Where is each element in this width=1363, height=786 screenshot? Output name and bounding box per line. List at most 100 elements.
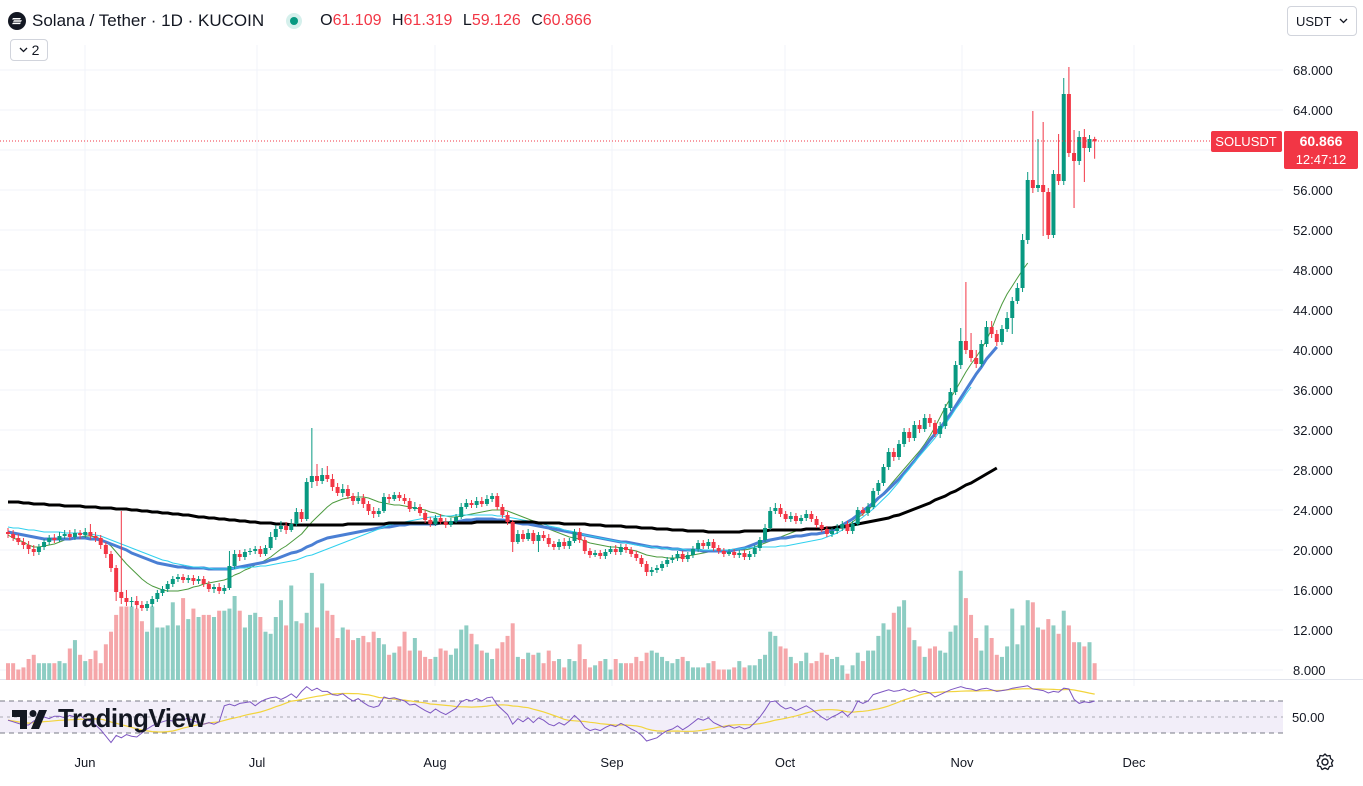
candle-body [165, 584, 170, 589]
candle-body [721, 551, 726, 554]
candle-body [866, 507, 871, 513]
volume-bar [222, 610, 227, 680]
candle-body [809, 514, 814, 519]
price-tick-label: 40.000 [1293, 343, 1333, 358]
volume-bar [613, 659, 618, 680]
volume-bar [757, 659, 762, 680]
candle-body [891, 452, 896, 457]
candle-body [521, 534, 525, 539]
volume-bar [387, 654, 392, 680]
price-tick-label: 32.000 [1293, 423, 1333, 438]
candle-body [438, 518, 443, 522]
candle-body [345, 489, 350, 496]
volume-bar [6, 663, 10, 680]
candle-body [536, 535, 541, 541]
candle-body [490, 496, 495, 499]
candle-body [963, 341, 968, 350]
candle-body [793, 516, 798, 521]
candle-body [72, 533, 77, 537]
volume-bar [927, 648, 932, 680]
volume-bar [459, 629, 464, 680]
candle-body [263, 548, 268, 554]
volume-bar [747, 665, 752, 680]
volume-bar [685, 661, 690, 680]
candle-body [557, 542, 562, 547]
volume-bar [52, 663, 57, 680]
candle-body [6, 532, 10, 534]
volume-bar [1015, 644, 1020, 680]
time-tick-label: Nov [950, 755, 974, 770]
candle-body [212, 587, 216, 589]
candle-body [526, 533, 531, 539]
volume-bar [330, 614, 335, 680]
candle-body [1056, 174, 1061, 181]
candle-body [500, 507, 505, 515]
volume-bar [907, 627, 912, 680]
volume-bar [165, 625, 170, 680]
symbol-title[interactable]: Solana / Tether · 1D · KUCOIN [32, 11, 265, 30]
candle-body [98, 538, 103, 545]
ohlc-close-key: C [531, 12, 543, 29]
tradingview-logo[interactable]: TradingView [12, 703, 206, 734]
candle-body [587, 551, 592, 555]
volume-bar [129, 606, 134, 680]
grid-lines [0, 45, 1363, 686]
candle-body [902, 432, 907, 444]
price-tick-label: 64.000 [1293, 103, 1333, 118]
volume-bar [201, 614, 206, 680]
candle-body [155, 593, 160, 599]
volume-bar [248, 614, 253, 680]
candle-body [248, 551, 253, 552]
volume-bar [294, 621, 299, 680]
volume-bar [773, 635, 778, 680]
rsi-line [7, 685, 1095, 744]
candle-body [747, 554, 752, 557]
price-tick-label: 12.000 [1293, 623, 1333, 638]
candle-body [577, 532, 582, 540]
volume-bar [557, 659, 562, 680]
volume-bar [155, 627, 160, 680]
volume-bar [696, 667, 701, 680]
volume-bar [88, 659, 93, 680]
volume-bar [737, 661, 742, 680]
candle-body [680, 554, 685, 559]
indicators-collapse-button[interactable]: 2 [10, 39, 48, 61]
candle-body [969, 350, 974, 358]
candle-body [1077, 137, 1082, 161]
time-tick-label: Jul [249, 755, 266, 770]
volume-bar [124, 606, 129, 680]
candle-body [830, 531, 834, 534]
settings-gear-icon[interactable] [1315, 752, 1335, 772]
price-tick-label: 8.000 [1293, 663, 1326, 678]
currency-select[interactable]: USDT [1287, 6, 1357, 36]
indicator-count: 2 [31, 42, 40, 58]
tradingview-logo-icon [12, 709, 47, 729]
volume-bar [526, 652, 531, 680]
candle-body [850, 524, 855, 531]
candle-body [273, 529, 278, 537]
volume-bar [232, 596, 237, 680]
volume-bar [1051, 625, 1056, 680]
market-status-icon[interactable] [286, 13, 303, 29]
time-axis[interactable]: Jun Jul Aug Sep Oct Nov Dec [75, 755, 1147, 770]
candle-body [541, 535, 546, 538]
volume-bar [67, 648, 72, 680]
price-axis[interactable]: 68.00064.00060.00056.00052.00048.00044.0… [1293, 63, 1333, 678]
candle-body [88, 532, 93, 536]
volume-bar [871, 650, 876, 680]
volume-bar [541, 663, 546, 680]
volume-bar [788, 656, 793, 680]
volume-bar [418, 650, 422, 680]
volume-bar [500, 642, 505, 680]
volume-bar [83, 661, 88, 680]
volume-bar [618, 663, 623, 680]
candle-body [567, 541, 572, 546]
candle-body [840, 524, 845, 528]
chart-legend: Solana / Tether · 1D · KUCOIN O61.109 H6… [8, 8, 598, 34]
volume-bar [1087, 642, 1092, 680]
candle-body [871, 491, 876, 507]
volume-bar [850, 665, 855, 680]
candle-body [670, 558, 675, 560]
candle-body [340, 489, 345, 493]
